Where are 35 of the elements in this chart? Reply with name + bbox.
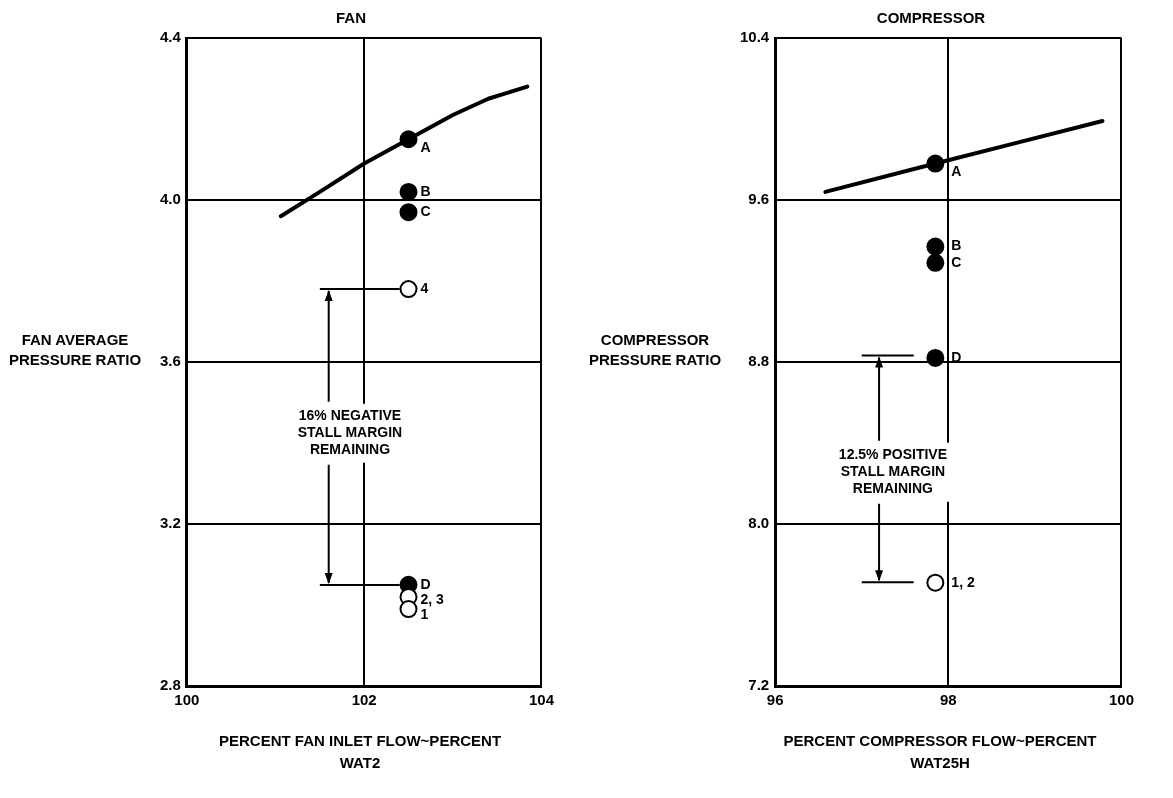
y-tick-label: 2.8	[159, 676, 181, 694]
y-tick-label: 3.6	[159, 352, 181, 370]
y-tick-label: 4.4	[159, 28, 182, 46]
x-axis-title: PERCENT FAN INLET FLOW~PERCENT WAT2	[217, 731, 503, 773]
y-tick-label: 10.4	[739, 28, 770, 46]
series-label: C	[951, 253, 962, 270]
y-tick-label: 8.8	[748, 352, 770, 370]
series-label: 1	[420, 605, 429, 622]
x-tick-label: 100	[174, 691, 200, 709]
series-label: B	[420, 182, 431, 199]
x-axis-title: PERCENT COMPRESSOR FLOW~PERCENT WAT25H	[782, 731, 1098, 773]
series-label: 1, 2	[951, 573, 975, 590]
series-label: 4	[420, 279, 429, 296]
series-label: D	[420, 575, 431, 592]
x-tick-label: 100	[1108, 691, 1134, 709]
y-axis-title: COMPRESSOR PRESSURE RATIO	[587, 330, 723, 370]
y-tick-label: 3.2	[159, 514, 181, 532]
x-tick-label: 96	[766, 691, 784, 709]
annotation: 12.5% POSITIVE STALL MARGIN REMAINING	[838, 446, 948, 497]
series-label: B	[951, 237, 962, 254]
x-tick-label: 102	[351, 691, 377, 709]
y-axis-title: FAN AVERAGE PRESSURE RATIO	[7, 330, 143, 370]
chart-title: COMPRESSOR	[876, 9, 986, 27]
series-label: A	[420, 139, 431, 156]
y-tick-label: 7.2	[748, 676, 770, 694]
chart-title: FAN	[336, 9, 366, 27]
annotation: 16% NEGATIVE STALL MARGIN REMAINING	[297, 407, 403, 458]
series-label: 2, 3	[420, 590, 445, 607]
x-tick-label: 104	[528, 691, 555, 709]
y-tick-label: 4.0	[159, 190, 181, 208]
x-tick-label: 98	[940, 691, 957, 709]
y-tick-label: 9.6	[748, 190, 770, 208]
series-label: C	[420, 203, 431, 220]
series-label: A	[951, 163, 962, 180]
y-tick-label: 8.0	[748, 514, 770, 532]
